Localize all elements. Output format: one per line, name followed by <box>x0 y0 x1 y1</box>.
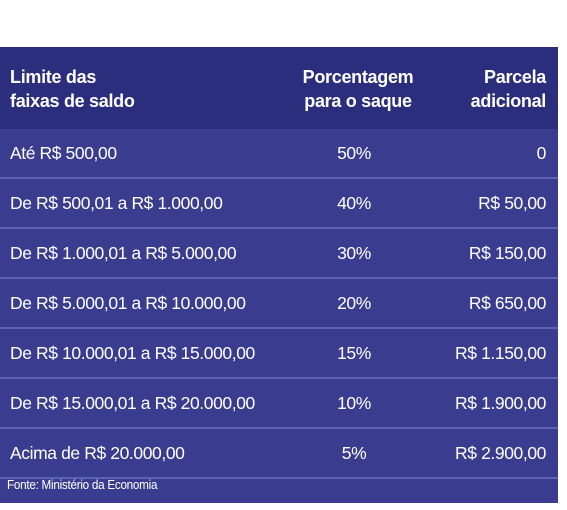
additional-amount-cell: R$ 2.900,00 <box>455 443 546 463</box>
header-balance-range-line2: faixas de saldo <box>10 91 135 111</box>
table-row: Até R$ 500,00 50% 0 <box>0 129 558 179</box>
additional-amount-cell: R$ 1.150,00 <box>455 343 546 363</box>
balance-range-cell: De R$ 15.000,01 a R$ 20.000,00 <box>10 393 255 413</box>
header-withdrawal-percent-line2: para o saque <box>304 91 412 111</box>
percent-cell: 30% <box>337 243 371 263</box>
percent-cell: 15% <box>337 343 371 363</box>
header-additional-amount-line1: Parcela <box>484 67 546 87</box>
header-withdrawal-percent-line1: Porcentagem <box>302 67 414 87</box>
source-note: Fonte: Ministério da Economia <box>7 477 158 492</box>
withdrawal-table-card: Limite das faixas de saldo Porcentagem p… <box>0 47 558 503</box>
table-header: Limite das faixas de saldo Porcentagem p… <box>0 47 558 129</box>
percent-cell: 20% <box>337 293 371 313</box>
balance-range-cell: Acima de R$ 20.000,00 <box>10 443 185 463</box>
header-balance-range-line1: Limite das <box>10 67 97 87</box>
balance-range-cell: De R$ 10.000,01 a R$ 15.000,00 <box>10 343 255 363</box>
percent-cell: 40% <box>337 193 371 213</box>
additional-amount-cell: R$ 650,00 <box>468 293 547 313</box>
table-row: De R$ 10.000,01 a R$ 15.000,00 15% R$ 1.… <box>0 329 558 379</box>
table-row: De R$ 5.000,01 a R$ 10.000,00 20% R$ 650… <box>0 279 558 329</box>
header-withdrawal-percent: Porcentagem para o saque <box>290 65 426 113</box>
header-additional-amount-line2: adicional <box>470 91 547 111</box>
balance-range-cell: Até R$ 500,00 <box>10 143 117 163</box>
balance-range-cell: De R$ 5.000,01 a R$ 10.000,00 <box>10 293 246 313</box>
table-row: De R$ 1.000,01 a R$ 5.000,00 30% R$ 150,… <box>0 229 558 279</box>
additional-amount-cell: R$ 50,00 <box>478 193 546 213</box>
table-body: Até R$ 500,00 50% 0 De R$ 500,01 a R$ 1.… <box>0 129 558 479</box>
header-additional-amount: Parcela adicional <box>470 65 547 113</box>
additional-amount-cell: 0 <box>536 143 547 163</box>
percent-cell: 5% <box>341 443 367 463</box>
table-row: De R$ 500,01 a R$ 1.000,00 40% R$ 50,00 <box>0 179 558 229</box>
table-row: De R$ 15.000,01 a R$ 20.000,00 10% R$ 1.… <box>0 379 558 429</box>
additional-amount-cell: R$ 150,00 <box>468 243 547 263</box>
header-balance-range: Limite das faixas de saldo <box>10 65 135 113</box>
balance-range-cell: De R$ 1.000,01 a R$ 5.000,00 <box>10 243 237 263</box>
percent-cell: 50% <box>337 143 371 163</box>
balance-range-cell: De R$ 500,01 a R$ 1.000,00 <box>10 193 223 213</box>
table-row: Acima de R$ 20.000,00 5% R$ 2.900,00 <box>0 429 558 479</box>
additional-amount-cell: R$ 1.900,00 <box>455 393 546 413</box>
percent-cell: 10% <box>337 393 371 413</box>
